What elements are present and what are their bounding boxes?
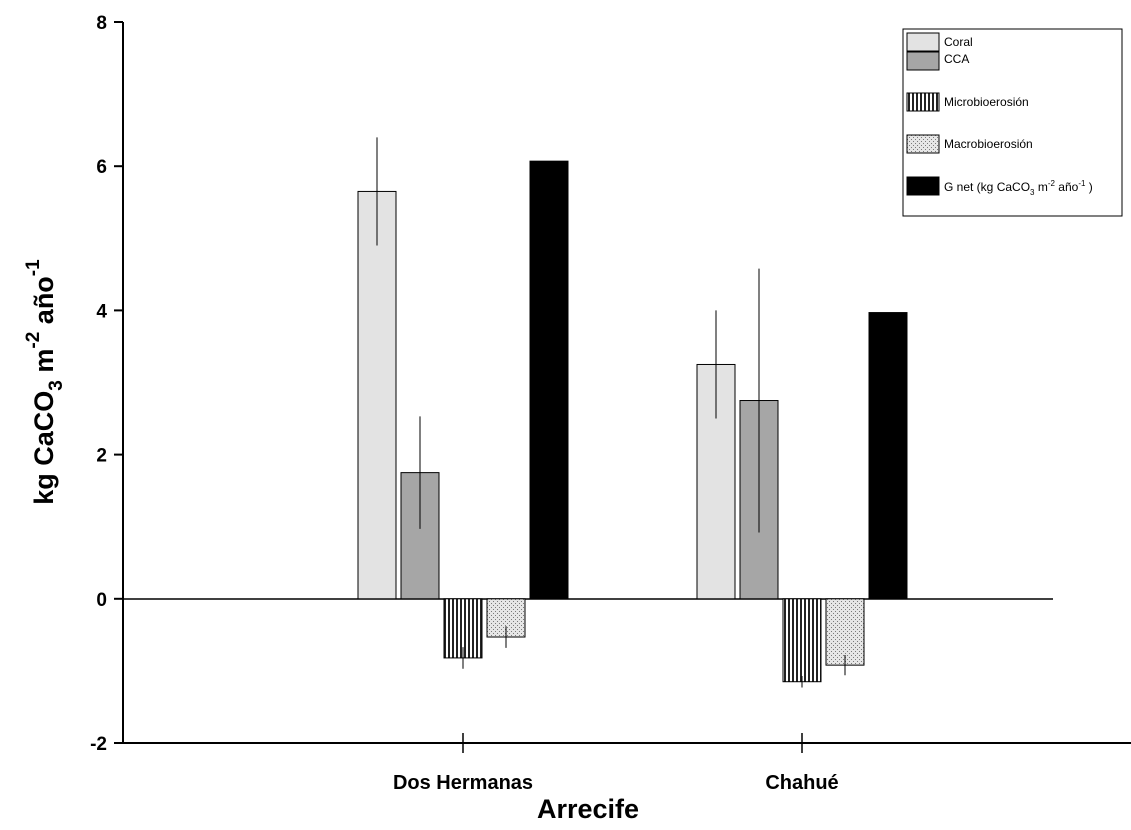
x-tick-label: Dos Hermanas — [393, 772, 533, 794]
legend-swatch-microbioerosion — [906, 92, 940, 112]
bar-microbioerosion-chahue — [782, 598, 822, 683]
y-tick-label: 0 — [96, 590, 107, 611]
y-tick-label: -2 — [90, 734, 107, 755]
bar-gnet-chahue — [868, 312, 908, 600]
x-tick-label: Chahué — [765, 772, 838, 794]
legend-swatch-cca — [906, 51, 940, 71]
legend-swatch-coral — [906, 32, 940, 52]
legend-label-gnet: G net (kg CaCO3 m-2 año-1 ) — [944, 179, 1093, 197]
bar-coral-dos-hermanas — [357, 190, 397, 600]
legend-label-microbioerosion: Microbioerosión — [944, 95, 1029, 109]
legend-swatch-macrobioerosion — [906, 134, 940, 154]
x-axis-label: Arrecife — [537, 794, 639, 824]
bar-cca-dos-hermanas — [400, 472, 440, 600]
legend-label-coral: Coral — [944, 35, 973, 49]
legend-label-cca: CCA — [944, 52, 969, 66]
legend-swatch-gnet — [906, 176, 940, 196]
y-axis-label: kg CaCO3 m-2 año-1 — [23, 259, 67, 505]
bar-gnet-dos-hermanas — [529, 160, 569, 600]
y-tick-label: 8 — [96, 13, 107, 34]
legend: Coral CCA Microbioerosión Macrobioerosió… — [902, 28, 1123, 217]
legend-label-macrobioerosion: Macrobioerosión — [944, 137, 1033, 151]
y-tick-label: 2 — [96, 446, 107, 467]
y-tick-label: 6 — [96, 157, 107, 178]
y-tick-label: 4 — [96, 301, 107, 322]
